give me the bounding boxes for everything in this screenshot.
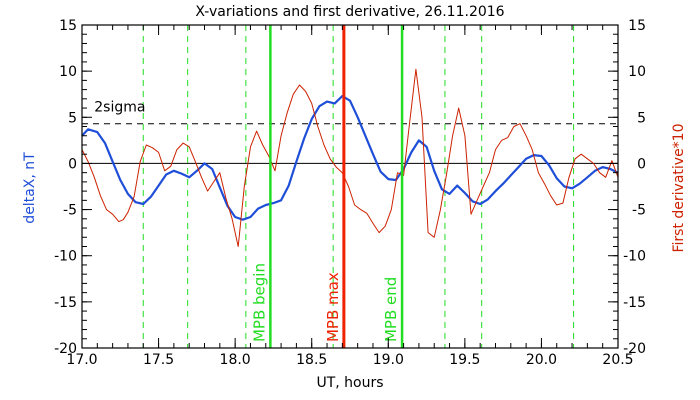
x-tick-label: 17.5 <box>143 352 174 368</box>
x-tick-label: 18.0 <box>220 352 251 368</box>
derivative-series-line <box>81 68 619 247</box>
y-axis-label-right: First derivative*10 <box>671 123 687 252</box>
y-tick-label-right: 10 <box>628 64 646 80</box>
y-tick-label-right: -5 <box>632 203 646 219</box>
x-tick-label: 20.5 <box>602 352 633 368</box>
deltaX-series-line <box>81 94 619 221</box>
marker-label-mpb-end: MPB end <box>382 277 400 342</box>
y-tick-label-left: 0 <box>68 156 77 172</box>
y-tick-label-right: -20 <box>623 341 646 357</box>
x-tick-label: 18.5 <box>296 352 327 368</box>
y-tick-label-right: -15 <box>623 295 646 311</box>
x-tick-label: 17.0 <box>66 352 97 368</box>
marker-label-mpb-max: MPB max <box>324 272 342 342</box>
y-tick-label-left: 5 <box>68 110 77 126</box>
x-tick-label: 19.5 <box>449 352 480 368</box>
marker-label-mpb-begin: MPB begin <box>250 263 268 342</box>
chart-title: X-variations and first derivative, 26.11… <box>195 4 504 20</box>
y-tick-label-left: -15 <box>54 295 77 311</box>
y-tick-label-left: 15 <box>59 18 77 34</box>
y-tick-label-left: -10 <box>54 249 77 265</box>
y-tick-label-left: -5 <box>63 203 77 219</box>
plot-frame <box>81 24 619 349</box>
y-tick-label-right: 15 <box>628 18 646 34</box>
y-tick-label-right: 5 <box>637 110 646 126</box>
x-axis-label: UT, hours <box>316 375 383 391</box>
y-tick-label-left: 10 <box>59 64 77 80</box>
plot-layer: 2sigma MPB begin MPB max MPB end 17.0 17.5 18.… <box>54 18 646 368</box>
reference-line-label: 2sigma <box>94 100 145 116</box>
x-tick-label: 20.0 <box>526 352 557 368</box>
y-tick-label-right: 0 <box>637 156 646 172</box>
y-axis-label-left: deltaX, nT <box>22 152 38 224</box>
x-tick-label: 19.0 <box>373 352 404 368</box>
y-tick-label-right: -10 <box>623 249 646 265</box>
y-tick-label-left: -20 <box>54 341 77 357</box>
